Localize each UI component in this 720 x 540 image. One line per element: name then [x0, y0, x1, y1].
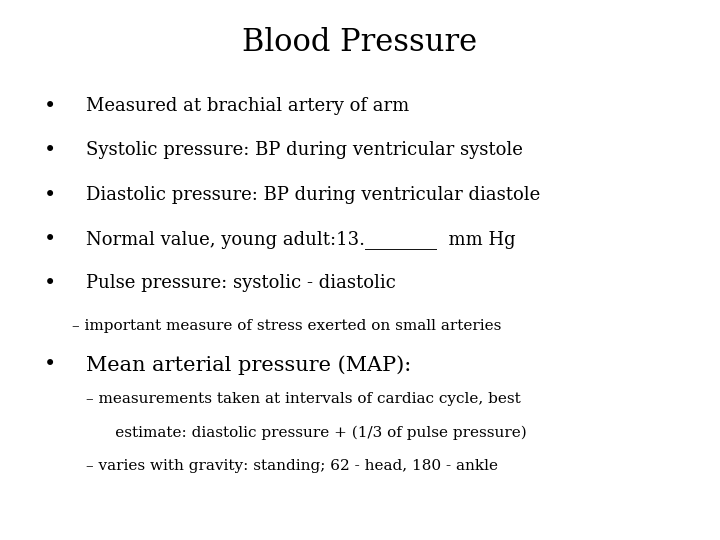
Text: Normal value, young adult:13.________  mm Hg: Normal value, young adult:13.________ mm…	[86, 230, 516, 249]
Text: – varies with gravity: standing; 62 - head, 180 - ankle: – varies with gravity: standing; 62 - he…	[86, 459, 498, 473]
Text: Systolic pressure: BP during ventricular systole: Systolic pressure: BP during ventricular…	[86, 141, 523, 159]
Text: •: •	[44, 97, 57, 116]
Text: •: •	[44, 141, 57, 160]
Text: Measured at brachial artery of arm: Measured at brachial artery of arm	[86, 97, 410, 115]
Text: Pulse pressure: systolic - diastolic: Pulse pressure: systolic - diastolic	[86, 274, 396, 292]
Text: •: •	[44, 230, 57, 249]
Text: Diastolic pressure: BP during ventricular diastole: Diastolic pressure: BP during ventricula…	[86, 186, 541, 204]
Text: •: •	[44, 274, 57, 293]
Text: Mean arterial pressure (MAP):: Mean arterial pressure (MAP):	[86, 355, 412, 375]
Text: Blood Pressure: Blood Pressure	[243, 27, 477, 58]
Text: •: •	[44, 186, 57, 205]
Text: – measurements taken at intervals of cardiac cycle, best: – measurements taken at intervals of car…	[86, 392, 521, 406]
Text: •: •	[44, 355, 57, 374]
Text: – important measure of stress exerted on small arteries: – important measure of stress exerted on…	[72, 319, 501, 333]
Text: estimate: diastolic pressure + (1/3 of pulse pressure): estimate: diastolic pressure + (1/3 of p…	[86, 426, 527, 440]
